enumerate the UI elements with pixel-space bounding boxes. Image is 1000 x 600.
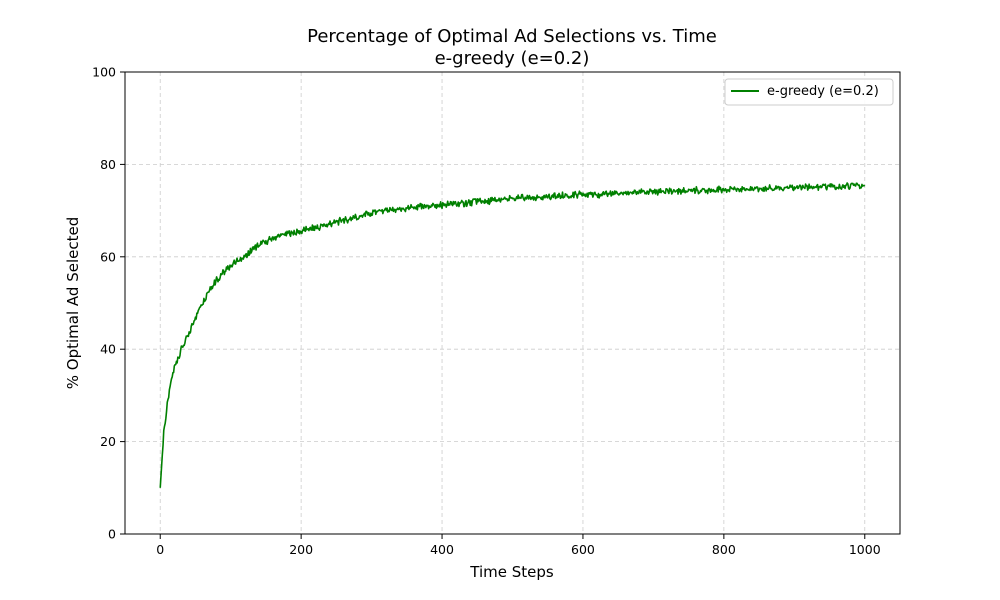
- y-tick-label: 20: [100, 434, 116, 449]
- x-tick-label: 400: [430, 542, 454, 557]
- legend-label: e-greedy (e=0.2): [767, 84, 879, 99]
- y-tick-label: 100: [92, 65, 116, 80]
- x-tick-label: 800: [712, 542, 736, 557]
- ticks: 0 200 400 600 800 1000 0 20 40 60 80 100: [92, 65, 881, 558]
- plot-frame: [124, 71, 901, 535]
- y-axis-label: % Optimal Ad Selected: [64, 217, 82, 389]
- x-tick-label: 1000: [849, 542, 881, 557]
- x-tick-label: 600: [571, 542, 595, 557]
- x-axis-label: Time Steps: [469, 563, 554, 581]
- legend-box: [724, 78, 894, 106]
- series-layer: [159, 182, 866, 488]
- x-tick-label: 200: [289, 542, 313, 557]
- grid: [125, 71, 900, 535]
- x-tick-label: 0: [156, 542, 164, 557]
- chart-title: Percentage of Optimal Ad Selections vs. …: [307, 26, 717, 47]
- y-tick-label: 80: [100, 157, 116, 172]
- legend: e-greedy (e=0.2): [724, 78, 894, 106]
- y-tick-label: 60: [100, 249, 116, 264]
- chart-subtitle: e-greedy (e=0.2): [435, 48, 590, 69]
- y-tick-label: 0: [108, 527, 116, 542]
- y-tick-label: 40: [100, 342, 116, 357]
- series-line: [159, 182, 866, 488]
